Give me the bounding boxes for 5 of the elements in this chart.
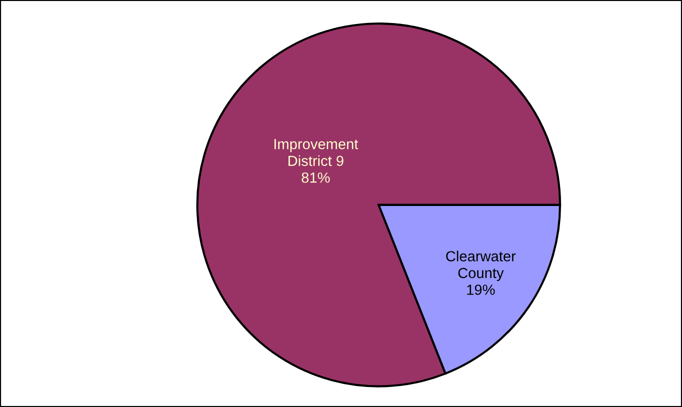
data-label: 81%	[302, 172, 330, 183]
data-label: 19%	[467, 284, 495, 295]
pie-slice	[196, 22, 562, 388]
slice-label: Clearwater County	[446, 250, 516, 282]
slice-label: Improvement District 9	[274, 139, 358, 166]
